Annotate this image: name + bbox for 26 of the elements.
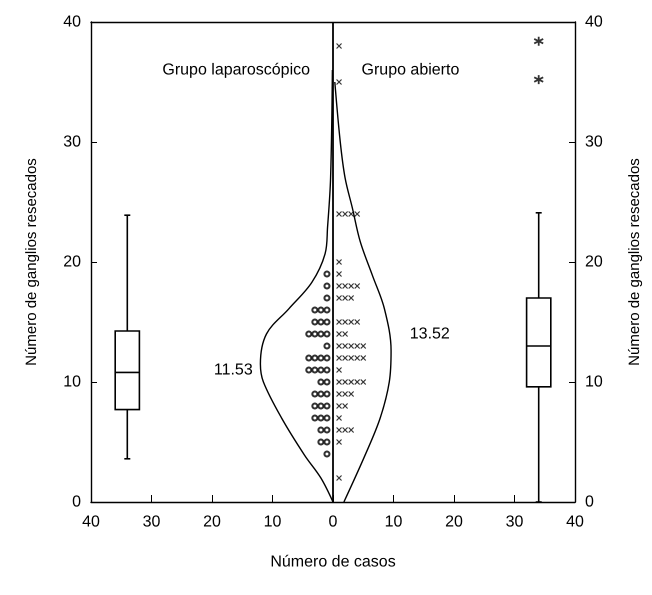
y-tick-label: 10: [63, 374, 82, 390]
x-tick-label: 10: [264, 514, 282, 530]
y2-tick-label: 40: [585, 14, 603, 30]
x-tick-label: 30: [142, 514, 160, 530]
y-tick-label: 0: [72, 494, 82, 510]
y-tick-label: 40: [63, 14, 82, 30]
x-tick-label: 0: [328, 514, 338, 530]
x-tick-label: 30: [506, 514, 524, 530]
y2-axis-title: Número de ganglios resecados: [626, 158, 643, 366]
y2-tick-label: 30: [585, 134, 603, 150]
x-tick-label: 10: [384, 514, 402, 530]
y2-tick-label: 0: [585, 494, 594, 510]
y2-tick-label: 10: [585, 374, 603, 390]
y-tick-label: 20: [63, 254, 82, 270]
annotation: 11.53: [214, 362, 253, 378]
x-tick-label: 40: [566, 514, 584, 530]
x-tick-label: 40: [82, 514, 100, 530]
y-axis-title: Número de ganglios resecados: [23, 158, 40, 366]
annotation: Grupo laparoscópico: [162, 62, 310, 78]
x-tick-label: 20: [445, 514, 463, 530]
x-tick-label: 20: [203, 514, 221, 530]
annotation: 13.52: [410, 326, 450, 342]
y-tick-label: 30: [63, 134, 82, 150]
annotation: Grupo abierto: [362, 62, 460, 78]
y2-tick-label: 20: [585, 254, 603, 270]
x-axis-title: Número de casos: [270, 554, 396, 570]
